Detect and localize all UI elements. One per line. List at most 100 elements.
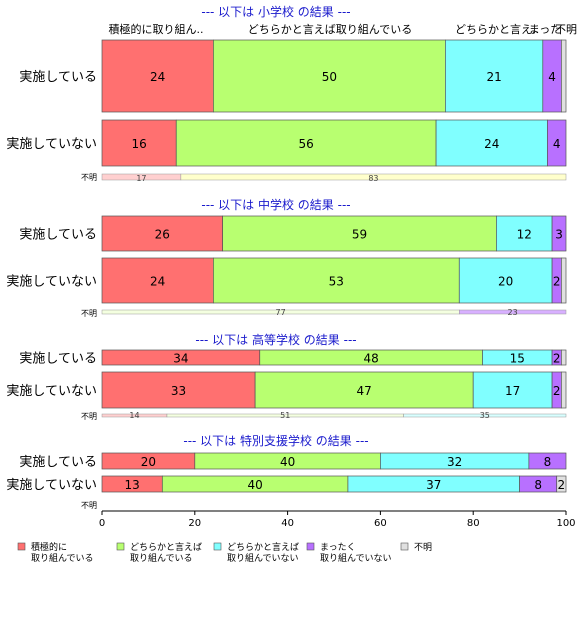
row-label: 実施している (19, 69, 97, 85)
unknown-data-label: 51 (280, 411, 290, 420)
column-header: どちらかと言え.. (455, 23, 539, 36)
x-tick-label: 100 (556, 518, 575, 529)
unknown-label: 不明 (81, 173, 97, 182)
data-label: 17 (505, 384, 520, 398)
row-label: 実施していない (6, 477, 97, 493)
x-tick-label: 0 (99, 518, 105, 529)
legend-label: 取り組んでいる (31, 552, 94, 564)
row-label: 実施している (19, 351, 97, 367)
data-label: 40 (280, 455, 295, 469)
bar-segment (547, 119, 567, 167)
x-tick-label: 60 (374, 518, 387, 529)
row-label: 実施している (19, 227, 97, 243)
data-label: 53 (329, 275, 344, 289)
data-label: 48 (363, 352, 378, 366)
legend-label: 積極的に (31, 541, 67, 553)
data-label: 24 (484, 137, 499, 151)
data-label: 8 (544, 455, 552, 469)
data-label: 50 (322, 70, 337, 84)
data-label: 16 (131, 137, 146, 151)
data-label: 4 (553, 137, 561, 151)
legend-label: どちらかと言えば (227, 541, 299, 553)
row-label: 実施している (19, 454, 97, 470)
bar-segment (101, 371, 256, 409)
data-label: 47 (357, 384, 372, 398)
legend-label: どちらかと言えば (130, 541, 202, 553)
column-header: 不明 (555, 23, 577, 36)
column-header: どちらかと言えば取り組んでいる (248, 23, 412, 36)
unknown-data-label: 14 (129, 411, 139, 420)
x-tick-label: 20 (188, 518, 201, 529)
data-label: 59 (352, 228, 367, 242)
bar-segment (556, 475, 567, 493)
data-label: 37 (426, 478, 441, 492)
data-label: 8 (534, 478, 542, 492)
data-label: 21 (486, 70, 501, 84)
data-label: 20 (141, 455, 156, 469)
bar-segment (561, 349, 567, 366)
unknown-segment (403, 413, 567, 418)
bar-segment (175, 119, 437, 167)
bar-segment (458, 257, 553, 304)
data-label: 24 (150, 275, 165, 289)
unknown-label: 不明 (81, 412, 97, 421)
data-label: 15 (510, 352, 525, 366)
data-label: 2 (553, 352, 561, 366)
legend-label: 取り組んでいない (320, 552, 392, 564)
bar-segment (435, 119, 548, 167)
legend-swatch (306, 542, 315, 551)
x-tick-label: 80 (467, 518, 480, 529)
data-label: 13 (125, 478, 140, 492)
bar-segment (528, 452, 567, 470)
bar-segment (561, 257, 567, 304)
legend-label: 取り組んでいない (227, 552, 299, 564)
unknown-data-label: 23 (508, 308, 518, 317)
data-label: 4 (548, 70, 556, 84)
bar-segment (101, 119, 177, 167)
legend-label: まったく (320, 542, 356, 553)
unknown-segment (459, 309, 567, 315)
panel-title: --- 以下は 高等学校 の結果 --- (195, 332, 356, 347)
data-label: 26 (155, 228, 170, 242)
unknown-data-label: 77 (276, 308, 286, 317)
legend-label: 不明 (414, 542, 432, 553)
data-label: 20 (498, 275, 513, 289)
data-label: 2 (558, 478, 566, 492)
data-label: 2 (553, 384, 561, 398)
legend-swatch (17, 542, 26, 551)
legend-swatch (213, 542, 222, 551)
bar-segment (561, 371, 567, 409)
data-label: 56 (299, 137, 314, 151)
unknown-label: 不明 (81, 501, 97, 510)
bar-segment (101, 215, 223, 252)
unknown-data-label: 17 (136, 174, 146, 183)
column-header: 積極的に取り組ん.. (109, 22, 204, 36)
data-label: 34 (173, 352, 188, 366)
bar-segment (561, 39, 567, 113)
row-label: 実施していない (6, 136, 97, 152)
data-label: 24 (150, 70, 165, 84)
panel-title: --- 以下は 小学校 の結果 --- (201, 4, 350, 19)
data-label: 40 (247, 478, 262, 492)
bar-segment (496, 215, 553, 252)
row-label: 実施していない (6, 274, 97, 290)
legend-swatch (400, 542, 409, 551)
data-label: 33 (171, 384, 186, 398)
column-header: まった (529, 23, 562, 36)
bar-segment (254, 371, 474, 409)
unknown-data-label: 83 (368, 174, 378, 183)
data-label: 2 (553, 275, 561, 289)
unknown-label: 不明 (81, 309, 97, 318)
unknown-segment (180, 173, 567, 181)
panel-title: --- 以下は 特別支援学校 の結果 --- (183, 433, 368, 448)
unknown-data-label: 35 (480, 411, 490, 420)
panel-title: --- 以下は 中学校 の結果 --- (201, 197, 350, 212)
bar-segment (101, 257, 214, 304)
data-label: 12 (517, 228, 532, 242)
bar-segment (551, 215, 567, 252)
bar-segment (213, 39, 446, 113)
x-tick-label: 40 (281, 518, 294, 529)
row-label: 実施していない (6, 383, 97, 399)
